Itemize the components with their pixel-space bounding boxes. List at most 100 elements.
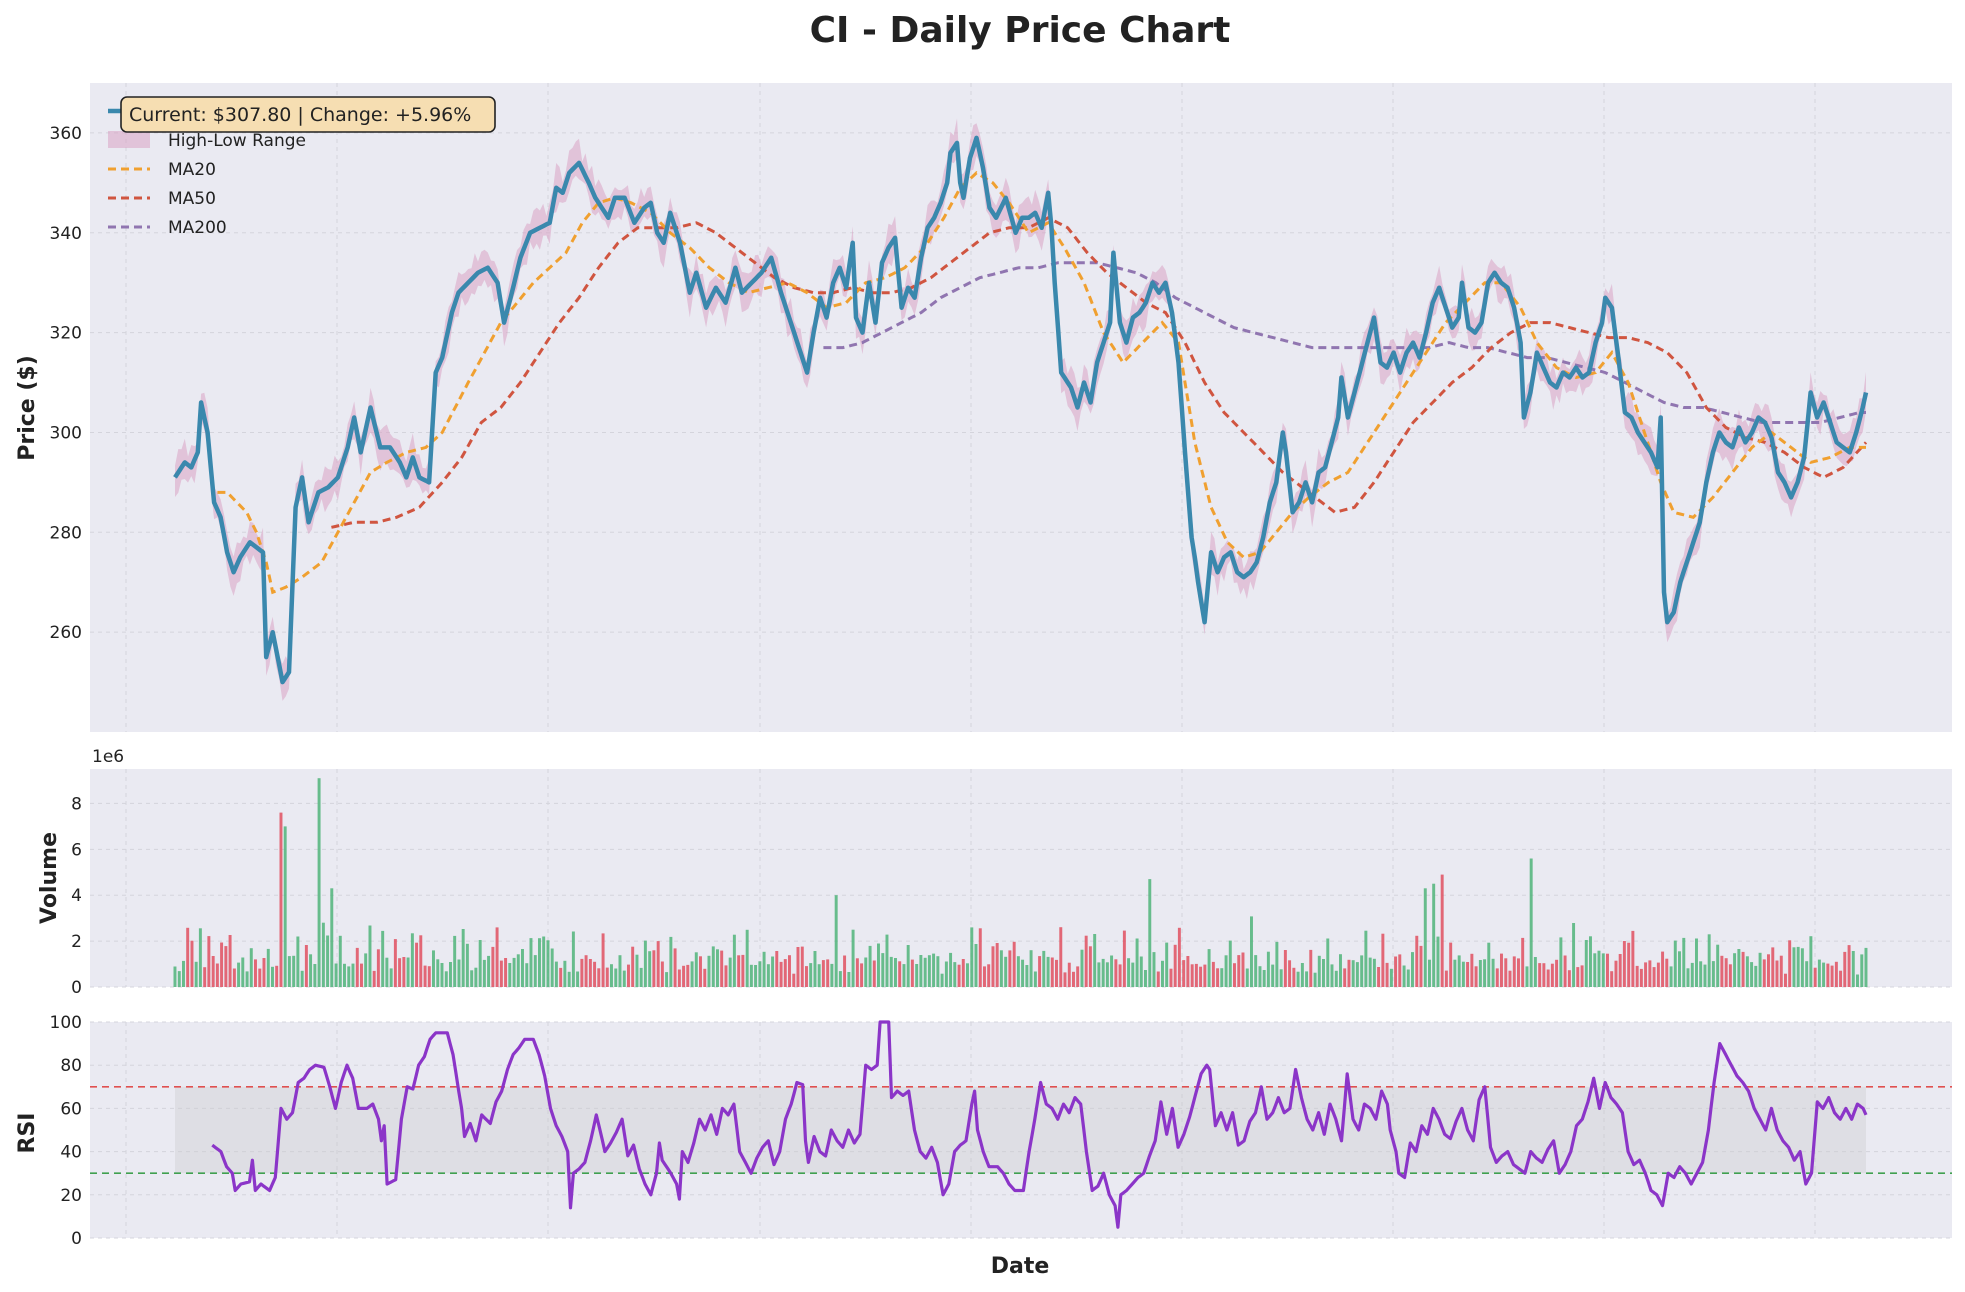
volume-bar	[796, 947, 800, 987]
volume-bar	[1343, 968, 1347, 987]
volume-bar	[1173, 944, 1177, 987]
volume-bar	[495, 927, 499, 987]
volume-bar	[720, 950, 724, 987]
volume-bar	[1639, 968, 1643, 987]
volume-bar	[1381, 933, 1385, 987]
volume-bar	[732, 934, 736, 987]
volume-bar	[1347, 959, 1351, 987]
volume-bar	[241, 957, 245, 987]
legend-label: MA20	[168, 160, 216, 180]
volume-bar	[1483, 959, 1487, 987]
volume-bar	[1296, 971, 1300, 987]
volume-bar	[830, 963, 834, 987]
volume-bar	[1682, 937, 1686, 987]
volume-bar	[775, 951, 779, 987]
volume-bar	[563, 960, 567, 987]
volume-bar	[703, 968, 707, 987]
volume-bar	[1050, 957, 1054, 987]
volume-bar	[423, 965, 427, 987]
volume-bar	[826, 959, 830, 987]
volume-bar	[618, 955, 622, 987]
volume-bar	[1398, 954, 1402, 987]
volume-bar	[877, 943, 880, 987]
volume-bar	[800, 946, 804, 987]
volume-bar	[1521, 937, 1525, 987]
volume-bar	[949, 952, 953, 987]
volume-bar	[1737, 949, 1741, 987]
volume-bar	[550, 948, 554, 987]
volume-bar	[1326, 938, 1330, 987]
volume-bar	[665, 972, 669, 987]
volume-bar	[631, 946, 635, 987]
volume-bar	[1851, 951, 1855, 987]
volume-bar	[173, 966, 177, 987]
volume-bar	[669, 936, 673, 987]
volume-bar	[1754, 965, 1758, 987]
volume-bar	[326, 935, 330, 987]
volume-bar	[1067, 962, 1071, 987]
volume-bar	[673, 948, 677, 987]
volume-bar	[1678, 951, 1681, 987]
volume-bar	[410, 933, 414, 987]
volume-bar	[1224, 955, 1228, 987]
volume-bar	[593, 961, 597, 987]
volume-bar	[1220, 968, 1224, 987]
volume-bar	[1745, 956, 1749, 987]
price-content	[173, 118, 1869, 701]
volume-bar	[296, 936, 300, 987]
volume-bar	[1775, 960, 1779, 987]
volume-bar	[487, 955, 491, 987]
volume-bar	[656, 941, 660, 987]
rsi-y-label: RSI	[15, 1113, 40, 1154]
volume-bar	[1555, 959, 1559, 987]
volume-bar	[1266, 951, 1270, 987]
volume-bar	[1860, 954, 1864, 987]
volume-bar	[1817, 959, 1821, 987]
price-y-ticks: 260 280 300 320 340 360	[50, 124, 82, 643]
volume-bar	[771, 956, 775, 987]
volume-bar	[1122, 930, 1126, 987]
volume-bar	[788, 955, 791, 987]
volume-bar	[1305, 971, 1309, 987]
volume-bar	[258, 968, 262, 987]
volume-bar	[1834, 961, 1838, 987]
volume-bar	[292, 955, 296, 987]
volume-bar	[1355, 962, 1359, 987]
volume-bar	[643, 940, 647, 987]
volume-bar	[970, 927, 974, 987]
volume-bar	[817, 964, 821, 987]
volume-bar	[1614, 960, 1618, 987]
volume-bar	[1402, 965, 1406, 987]
volume-bar	[198, 928, 202, 987]
volume-bar	[1839, 970, 1843, 987]
volume-bar	[1542, 963, 1546, 987]
chart-title: CI - Daily Price Chart	[810, 10, 1231, 51]
volume-bar	[1016, 956, 1020, 987]
volume-bar	[1186, 956, 1190, 987]
volume-bar	[1415, 935, 1419, 987]
volume-bar	[203, 967, 207, 987]
volume-bar	[1139, 956, 1143, 987]
volume-bar	[1046, 956, 1050, 987]
volume-bar	[1572, 923, 1576, 987]
volume-bar	[584, 955, 588, 987]
volume-bar	[1419, 945, 1423, 987]
volume-bar	[1805, 961, 1809, 987]
volume-bar	[1194, 963, 1198, 987]
volume-bar	[1135, 938, 1139, 987]
volume-bar	[508, 963, 512, 987]
volume-bar	[1767, 954, 1770, 987]
volume-bar	[1364, 930, 1368, 987]
price-tick-label: 360	[50, 124, 82, 144]
volume-bar	[944, 961, 948, 987]
volume-bar	[1228, 940, 1232, 987]
volume-bar	[843, 955, 847, 987]
volume-bar	[754, 965, 758, 987]
volume-bar	[499, 960, 503, 987]
volume-bar	[991, 946, 995, 987]
volume-bar	[1517, 958, 1520, 987]
volume-bar	[1292, 967, 1296, 987]
volume-bar	[559, 967, 563, 987]
volume-bar	[1004, 956, 1008, 987]
